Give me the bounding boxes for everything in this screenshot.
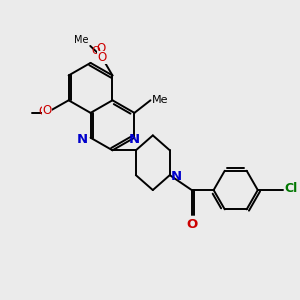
Text: N: N [171, 170, 182, 183]
Text: Me: Me [74, 35, 89, 45]
Text: O: O [97, 42, 106, 55]
Text: Cl: Cl [284, 182, 297, 195]
Text: N: N [76, 133, 88, 146]
Text: O: O [42, 104, 52, 117]
Text: O: O [91, 46, 100, 56]
Text: O: O [39, 105, 48, 118]
Text: O: O [97, 51, 106, 64]
Text: Me: Me [152, 95, 168, 105]
Text: N: N [129, 133, 140, 146]
Text: O: O [186, 218, 197, 231]
